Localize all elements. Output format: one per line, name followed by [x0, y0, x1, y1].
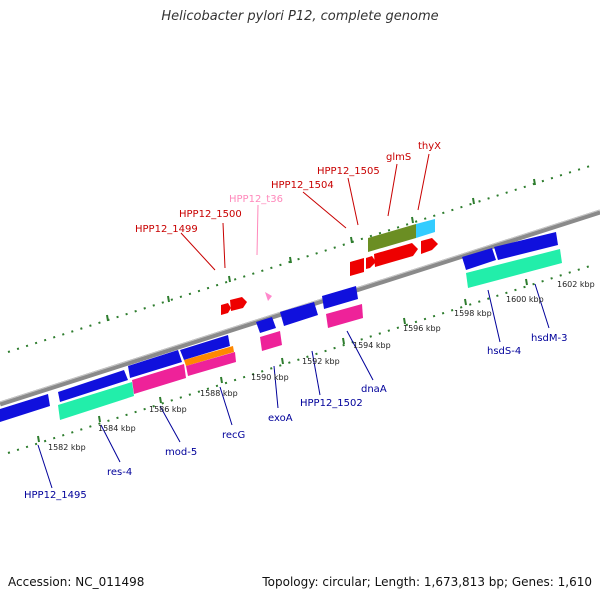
gene-glms[interactable]	[368, 224, 416, 252]
gene-res-4[interactable]	[58, 382, 134, 420]
gene-label[interactable]: HPP12_1495	[24, 490, 87, 501]
gene-label[interactable]: HPP12_1504	[271, 180, 334, 191]
kbp-label: 1582 kbp	[48, 443, 86, 452]
forward-genes	[221, 219, 438, 315]
kbp-label: 1600 kbp	[506, 295, 544, 304]
major-ticks-lower	[37, 278, 528, 443]
gene-hsds-4[interactable]	[466, 249, 562, 288]
leader-line-rna	[256, 204, 259, 256]
gene-exoa[interactable]	[260, 331, 282, 351]
page-title: Helicobacter pylori P12, complete genome	[161, 9, 439, 24]
gene-recg[interactable]	[186, 352, 236, 376]
gene-hpp12-1505[interactable]	[374, 243, 418, 267]
gene-recg-orange[interactable]	[184, 346, 234, 366]
kbp-label: 1596 kbp	[403, 324, 441, 333]
gene-dnaa-upper[interactable]	[322, 286, 358, 309]
gene-hpp12-t36[interactable]	[265, 292, 272, 301]
gene-label[interactable]: hsdM-3	[531, 333, 568, 344]
tick-row-lower	[7, 265, 591, 454]
gene-label[interactable]: HPP12_1505	[317, 166, 380, 177]
gene-hpp12-1500[interactable]	[230, 297, 247, 311]
forward-gene-labels: HPP12_1499 HPP12_1500 HPP12_1504 HPP12_1…	[135, 141, 441, 235]
gene-hpp12-1499[interactable]	[221, 303, 231, 315]
gene-label[interactable]: hsdS-4	[487, 346, 521, 357]
gene-label[interactable]: thyX	[418, 141, 441, 152]
kbp-scale-labels: 1582 kbp 1584 kbp 1586 kbp 1588 kbp 1590…	[48, 280, 595, 452]
gene-label[interactable]: HPP12_1499	[135, 224, 198, 235]
leader-lines-forward	[180, 153, 430, 271]
gene-label[interactable]: mod-5	[165, 447, 197, 458]
gene-hsdm-3-upper[interactable]	[494, 232, 558, 260]
gene-label[interactable]: glmS	[386, 152, 411, 163]
gene-hpp12-1502[interactable]	[280, 302, 318, 326]
kbp-label: 1594 kbp	[353, 341, 391, 350]
kbp-label: 1592 kbp	[302, 357, 340, 366]
kbp-label: 1584 kbp	[98, 424, 136, 433]
accession-text: Accession: NC_011498	[8, 575, 145, 589]
kbp-label: 1598 kbp	[454, 309, 492, 318]
gene-hpp12-1495[interactable]	[0, 394, 50, 422]
genome-backbone-highlight	[0, 209, 600, 403]
kbp-label: 1586 kbp	[149, 405, 187, 414]
gene-mod-5-upper[interactable]	[128, 350, 182, 378]
gene-dnaa[interactable]	[326, 304, 363, 328]
gene-hsds-4-upper[interactable]	[462, 248, 496, 270]
tick-row-upper	[7, 165, 591, 353]
topology-text: Topology: circular; Length: 1,673,813 bp…	[262, 575, 592, 589]
kbp-label: 1602 kbp	[557, 280, 595, 289]
gene-label[interactable]: HPP12_1502	[300, 398, 363, 409]
gene-recg-upper[interactable]	[180, 335, 230, 360]
leader-lines-reverse	[37, 283, 550, 489]
reverse-genes	[0, 232, 562, 422]
gene-label[interactable]: exoA	[268, 413, 293, 424]
kbp-label: 1588 kbp	[200, 389, 238, 398]
gene-thyx[interactable]	[416, 219, 435, 238]
gene-hpp12-1504[interactable]	[350, 258, 364, 276]
gene-exoa-upper[interactable]	[256, 317, 276, 333]
gene-hpp12-1504b[interactable]	[366, 256, 376, 269]
rna-gene-labels: HPP12_t36	[229, 194, 283, 205]
gene-res-4-upper[interactable]	[58, 370, 128, 402]
gene-label[interactable]: HPP12_1500	[179, 209, 242, 220]
gene-thyx-arrow[interactable]	[421, 238, 438, 254]
gene-label[interactable]: HPP12_t36	[229, 194, 283, 205]
reverse-gene-labels: HPP12_1495 res-4 mod-5 recG exoA HPP12_1…	[24, 333, 568, 501]
gene-label[interactable]: recG	[222, 430, 245, 441]
gene-label[interactable]: dnaA	[361, 384, 387, 395]
gene-label[interactable]: res-4	[107, 467, 132, 478]
kbp-label: 1590 kbp	[251, 373, 289, 382]
major-ticks-upper	[106, 178, 536, 322]
gene-mod-5[interactable]	[132, 364, 186, 394]
